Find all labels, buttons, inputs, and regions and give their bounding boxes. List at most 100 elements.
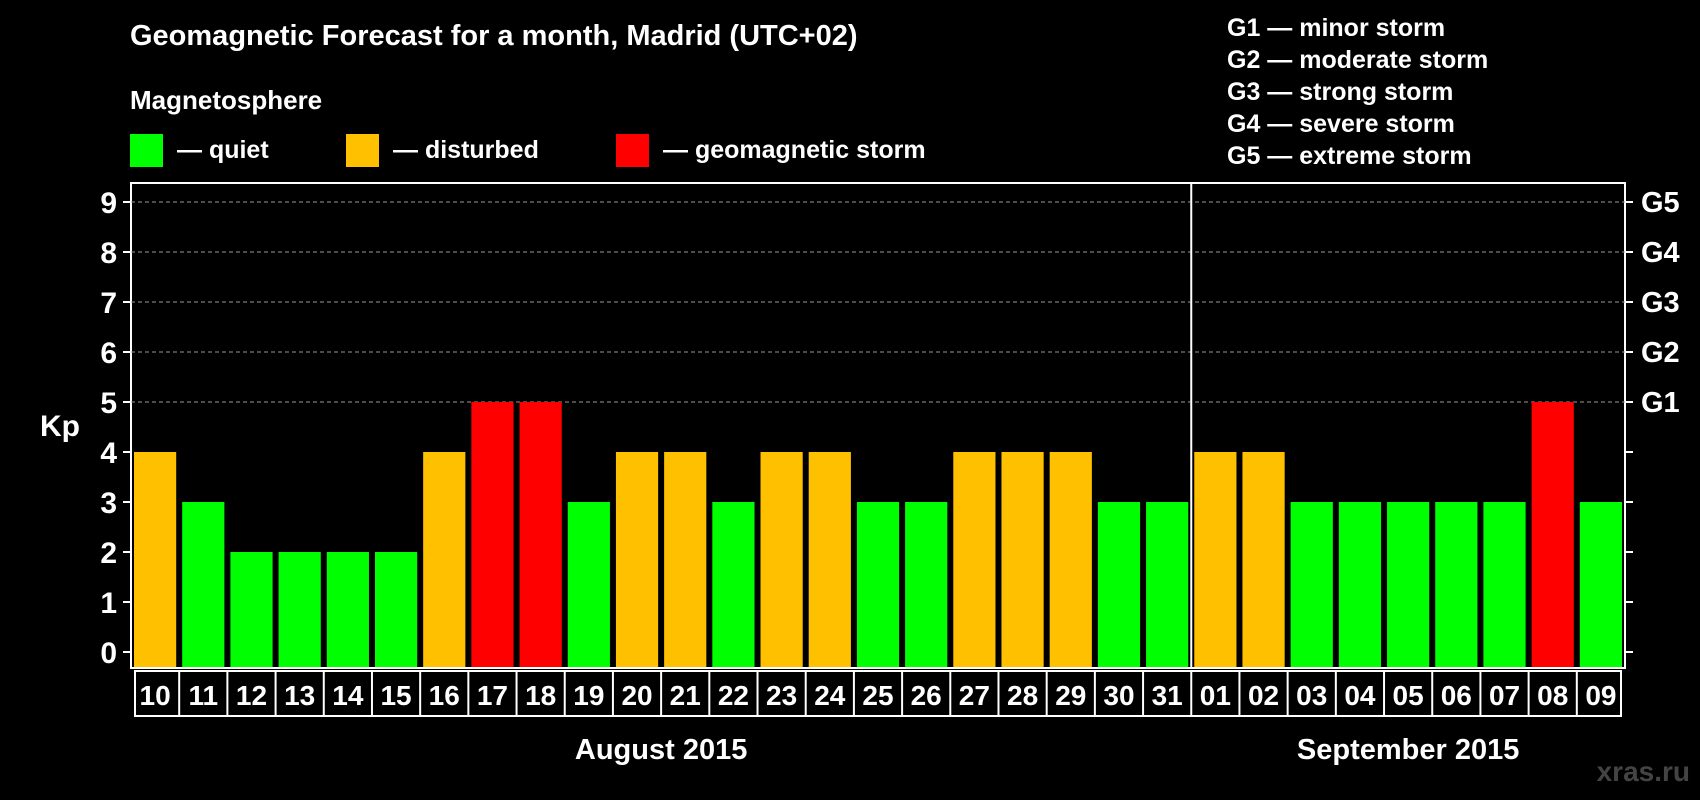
y-tick-label: 0 <box>100 637 117 670</box>
date-label: 28 <box>1007 680 1038 711</box>
bar <box>1338 502 1382 667</box>
plot-frame <box>130 182 1626 669</box>
date-label: 13 <box>284 680 315 711</box>
date-label: 12 <box>236 680 267 711</box>
bar <box>230 552 273 667</box>
bar <box>664 452 707 667</box>
bar <box>1435 502 1478 667</box>
date-label: 25 <box>862 680 893 711</box>
bar <box>519 402 562 667</box>
chart-title: Geomagnetic Forecast for a month, Madrid… <box>130 20 858 52</box>
legend-storm-swatch <box>616 133 649 167</box>
legend-quiet: — quiet <box>130 133 269 167</box>
legend-disturbed-label: — disturbed <box>393 135 539 164</box>
bar <box>1579 502 1622 667</box>
date-row-frame <box>134 670 1622 717</box>
date-label: 06 <box>1441 680 1472 711</box>
bar <box>808 452 851 667</box>
storm-scale-list: G1 — minor storm G2 — moderate storm G3 … <box>1227 12 1488 172</box>
right-axis-label: G2 <box>1641 337 1680 369</box>
legend-quiet-label: — quiet <box>177 135 269 164</box>
bar <box>326 552 369 667</box>
bar <box>1194 452 1237 667</box>
date-label: 02 <box>1248 680 1279 711</box>
y-tick-label: 5 <box>100 387 117 420</box>
bar <box>760 452 803 667</box>
date-label: 04 <box>1344 680 1376 711</box>
bar <box>1242 452 1285 667</box>
right-axis-label: G4 <box>1641 237 1680 269</box>
month-label-august: August 2015 <box>574 734 748 766</box>
date-label: 10 <box>140 680 171 711</box>
storm-scale-g2: G2 — moderate storm <box>1227 46 1489 74</box>
bar <box>1483 502 1526 667</box>
y-tick-label: 8 <box>100 237 117 270</box>
date-label: 23 <box>766 680 797 711</box>
date-label: 20 <box>621 680 652 711</box>
date-label: 03 <box>1296 680 1327 711</box>
storm-scale-g3: G3 — strong storm <box>1227 78 1454 106</box>
right-axis-label: G3 <box>1641 287 1680 319</box>
bar <box>856 502 900 667</box>
bar <box>1001 452 1044 667</box>
bar <box>182 502 225 667</box>
legend-storm: — geomagnetic storm <box>616 133 926 167</box>
bar <box>567 502 610 667</box>
date-label: 09 <box>1585 680 1616 711</box>
bar <box>278 552 321 667</box>
date-label: 19 <box>573 680 604 711</box>
legend-quiet-swatch <box>130 133 163 167</box>
date-label: 27 <box>959 680 990 711</box>
date-label: 26 <box>911 680 942 711</box>
date-label: 24 <box>814 680 846 711</box>
y-axis-label: Kp <box>40 410 80 443</box>
bar <box>712 502 755 667</box>
bar <box>1387 502 1430 667</box>
bar <box>374 552 418 667</box>
date-label: 18 <box>525 680 556 711</box>
date-label: 05 <box>1393 680 1424 711</box>
bar <box>1049 452 1092 667</box>
legend-storm-label: — geomagnetic storm <box>663 135 926 164</box>
date-label: 30 <box>1103 680 1134 711</box>
bar <box>615 452 659 667</box>
date-label: 22 <box>718 680 749 711</box>
storm-scale-g4: G4 — severe storm <box>1227 110 1455 138</box>
bar <box>905 502 948 667</box>
bar <box>953 452 996 667</box>
bar <box>1146 502 1189 667</box>
date-label: 14 <box>332 680 364 711</box>
y-tick-label: 2 <box>100 537 117 570</box>
storm-scale-g1: G1 — minor storm <box>1227 14 1446 42</box>
magnetosphere-label: Magnetosphere <box>130 85 323 115</box>
watermark: xras.ru <box>1596 756 1690 787</box>
date-label: 15 <box>380 680 411 711</box>
date-label: 21 <box>670 680 701 711</box>
date-label: 11 <box>188 680 218 711</box>
date-label: 31 <box>1152 680 1183 711</box>
right-axis-label: G1 <box>1641 387 1680 419</box>
month-label-september: September 2015 <box>1296 734 1520 766</box>
y-tick-label: 9 <box>100 187 117 220</box>
date-label: 29 <box>1055 680 1086 711</box>
date-label: 01 <box>1200 680 1231 711</box>
date-label: 16 <box>429 680 460 711</box>
right-axis-label: G5 <box>1641 187 1680 219</box>
bar <box>134 452 177 667</box>
date-label: 17 <box>477 680 508 711</box>
legend-disturbed-swatch <box>346 133 379 167</box>
date-label: 07 <box>1489 680 1520 711</box>
bar <box>1531 402 1574 667</box>
y-tick-label: 7 <box>100 287 117 320</box>
bar <box>471 402 514 667</box>
bar <box>1290 502 1333 667</box>
y-tick-label: 4 <box>100 437 117 470</box>
storm-scale-g5: G5 — extreme storm <box>1227 142 1472 170</box>
legend-disturbed: — disturbed <box>346 133 539 167</box>
bar <box>1097 502 1141 667</box>
date-label: 08 <box>1537 680 1568 711</box>
y-tick-label: 6 <box>100 337 117 370</box>
y-tick-label: 1 <box>100 587 117 620</box>
bar <box>423 452 466 667</box>
